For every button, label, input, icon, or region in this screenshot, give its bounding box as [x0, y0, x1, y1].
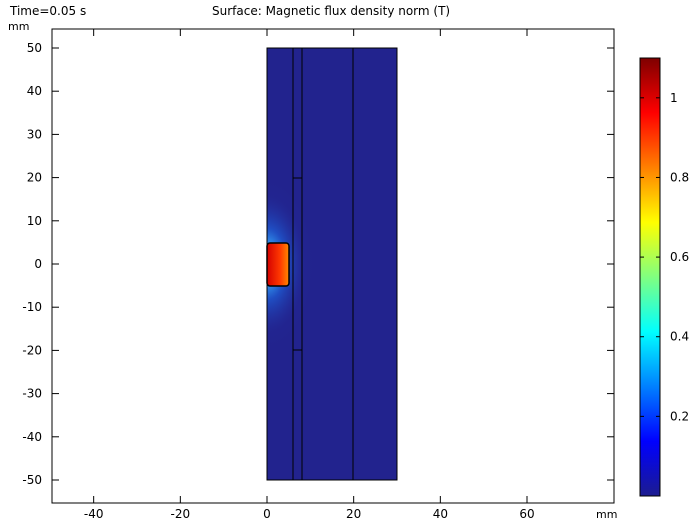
y-tick-label: 30 — [27, 127, 42, 141]
colorbar-ticks: 1 0.8 0.6 0.4 0.2 — [640, 91, 689, 423]
y-tick-label: -30 — [22, 387, 42, 401]
y-tick-label: -10 — [22, 300, 42, 314]
colorbar-tick-label: 0.2 — [670, 409, 689, 423]
axes-frame — [51, 28, 615, 504]
y-tick-label: 50 — [27, 41, 42, 55]
colorbar — [639, 57, 661, 497]
y-tick-label: 10 — [27, 214, 42, 228]
y-tick-label: 40 — [27, 84, 42, 98]
x-tick-label: 0 — [263, 507, 271, 521]
y-tick-label: 0 — [34, 257, 42, 271]
x-tick-label: 40 — [433, 507, 448, 521]
colorbar-tick-label: 0.8 — [670, 170, 689, 184]
x-tick-label: -40 — [84, 507, 104, 521]
x-tick-label: 20 — [346, 507, 361, 521]
x-axis-ticks: -40 -20 0 20 40 60 — [84, 29, 535, 521]
y-axis-ticks: 50 40 30 20 10 0 -10 -20 -30 -40 -50 — [22, 41, 614, 487]
y-tick-label: -20 — [22, 343, 42, 357]
y-tick-label: -40 — [22, 430, 42, 444]
y-tick-label: -50 — [22, 473, 42, 487]
plot-title: Surface: Magnetic flux density norm (T) — [212, 4, 451, 18]
colorbar-tick-label: 1 — [670, 91, 678, 105]
colorbar-tick-label: 0.6 — [670, 250, 689, 264]
x-tick-label: 60 — [519, 507, 534, 521]
x-axis-unit: mm — [596, 508, 618, 521]
coil-region — [266, 242, 290, 287]
y-axis-unit: mm — [8, 20, 30, 33]
colorbar-tick-label: 0.4 — [670, 330, 689, 344]
x-tick-label: -20 — [171, 507, 191, 521]
y-tick-label: 20 — [27, 171, 42, 185]
time-label: Time=0.05 s — [10, 4, 87, 18]
